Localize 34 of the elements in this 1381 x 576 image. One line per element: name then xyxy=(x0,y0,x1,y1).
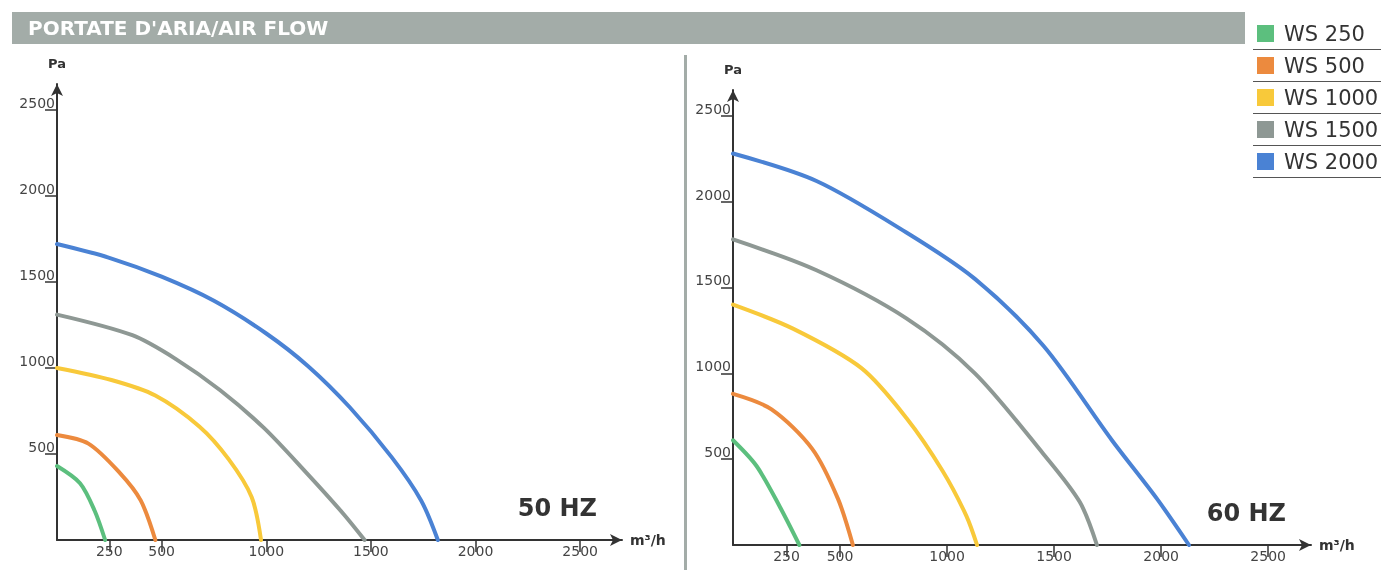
x-tick-label: 1500 xyxy=(353,543,389,559)
x-tick-label: 2000 xyxy=(1143,548,1179,564)
x-tick-label: 1500 xyxy=(1036,548,1072,564)
y-tick-label: 1500 xyxy=(695,272,731,289)
x-tick-label: 2500 xyxy=(1250,548,1287,564)
y-tick-label: 500 xyxy=(704,444,731,461)
y-tick-label: 2000 xyxy=(19,180,55,197)
annotation: 60 HZ xyxy=(1206,499,1287,527)
x-tick-label: 1000 xyxy=(929,548,965,564)
x-tick-label: 2000 xyxy=(457,543,494,559)
y-tick-label: 500 xyxy=(28,438,55,455)
y-tick-label: 2500 xyxy=(19,94,55,111)
legend-label: WS 2000 xyxy=(1284,149,1379,174)
x-tick-label: 500 xyxy=(826,548,854,564)
x-tick-label: 250 xyxy=(95,543,123,559)
y-axis-title: Pa xyxy=(48,56,66,71)
x-axis-title: m³/h xyxy=(1319,537,1355,553)
y-axis-title: Pa xyxy=(724,62,742,77)
x-tick-label: 2500 xyxy=(562,543,598,559)
legend-label: WS 250 xyxy=(1284,21,1365,46)
x-tick-label: 250 xyxy=(773,548,800,564)
legend-label: WS 1000 xyxy=(1284,85,1379,110)
x-axis-title: m³/h xyxy=(630,532,666,548)
annotation: 50 HZ xyxy=(517,494,598,522)
y-tick-label: 1000 xyxy=(695,358,731,375)
x-tick-label: 1000 xyxy=(248,543,285,559)
legend-label: WS 500 xyxy=(1284,53,1365,78)
y-tick-label: 1500 xyxy=(19,266,55,283)
y-tick-label: 2000 xyxy=(695,186,731,203)
legend-label: WS 1500 xyxy=(1284,117,1379,142)
y-tick-label: 1000 xyxy=(19,352,55,369)
chart-title: PORTATE D'ARIA/AIR FLOW xyxy=(28,16,329,40)
x-tick-label: 500 xyxy=(148,543,175,559)
y-tick-label: 2500 xyxy=(695,100,731,117)
